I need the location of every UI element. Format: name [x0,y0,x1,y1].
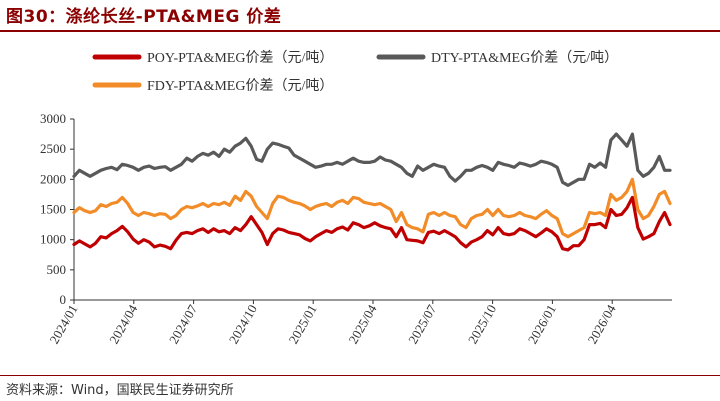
x-tick-label: 2025/07 [405,302,440,347]
y-axis: 0 500 1000 1500 2000 2500 3000 [40,111,75,307]
y-tick-label: 500 [47,262,67,277]
y-tick-label: 0 [60,292,67,307]
x-tick-label: 2024/04 [106,302,141,347]
x-tick-label: 2024/10 [226,302,260,346]
series-lines [72,132,672,252]
x-axis: 2024/01 2024/04 2024/07 2024/10 2025/01 2025/… [46,299,672,347]
footer-divider [0,375,720,376]
x-tick-label: 2024/07 [166,302,201,347]
y-tick-label: 2000 [40,171,66,186]
legend-label-1: POY-PTA&MEG价差（元/吨） [147,50,333,66]
x-tick-label: 2025/01 [285,302,319,346]
x-tick-label: 2025/10 [465,302,499,346]
legend-label-2: DTY-PTA&MEG价差（元/吨） [431,50,618,66]
series-line-1 [72,195,672,252]
y-tick-label: 3000 [40,111,66,126]
spread-line-chart: POY-PTA&MEG价差（元/吨） DTY-PTA&MEG价差（元/吨） FDY-… [40,50,672,347]
y-tick-label: 1500 [40,202,66,217]
source-note: 资料来源：Wind，国联民生证券研究所 [6,383,234,398]
series-line-3 [72,177,672,239]
y-tick-label: 1000 [40,232,66,247]
x-tick-label: 2026/04 [584,302,619,347]
x-tick-label: 2024/01 [46,302,80,346]
x-tick-label: 2025/04 [345,302,380,347]
series-line-2 [72,132,672,187]
x-tick-label: 2026/01 [525,302,559,346]
chart-legend: POY-PTA&MEG价差（元/吨） DTY-PTA&MEG价差（元/吨） FDY-… [92,50,618,94]
y-tick-label: 2500 [40,141,66,156]
figure-title: 图30：涤纶长丝-PTA&MEG 价差 [6,7,282,27]
legend-label-3: FDY-PTA&MEG价差（元/吨） [147,78,333,94]
title-divider [0,30,720,32]
